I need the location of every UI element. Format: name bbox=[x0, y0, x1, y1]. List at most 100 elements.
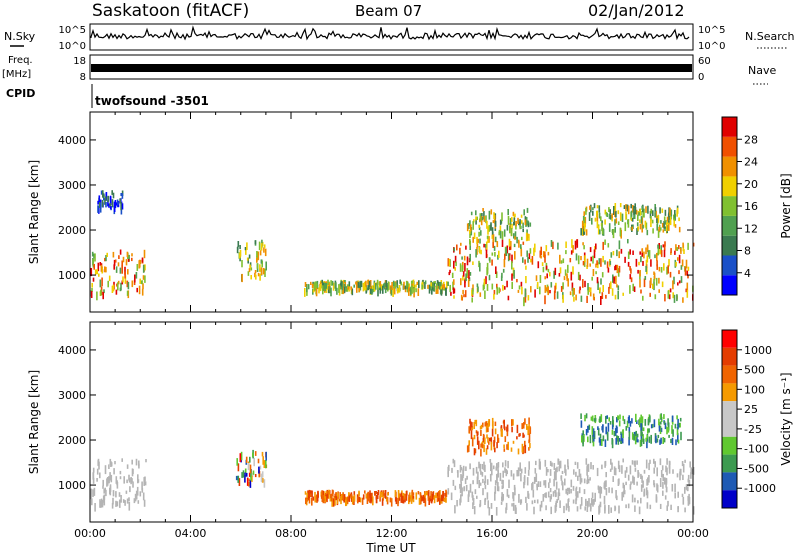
data-cell bbox=[620, 248, 623, 254]
data-cell bbox=[443, 284, 446, 289]
data-cell bbox=[508, 479, 510, 489]
data-cell bbox=[461, 265, 464, 272]
data-cell bbox=[126, 251, 129, 258]
data-cell bbox=[643, 278, 646, 288]
data-cell bbox=[435, 285, 438, 294]
data-cell bbox=[628, 415, 630, 423]
data-cell bbox=[590, 497, 593, 506]
data-cell bbox=[569, 291, 572, 296]
data-cell bbox=[415, 284, 417, 288]
data-cell bbox=[582, 279, 584, 288]
data-cell bbox=[323, 496, 326, 502]
data-cell bbox=[551, 462, 553, 467]
data-cell bbox=[392, 280, 395, 287]
data-cell bbox=[482, 433, 485, 438]
data-cell bbox=[430, 491, 432, 499]
data-cell bbox=[499, 230, 502, 239]
data-cell bbox=[630, 203, 632, 209]
data-cell bbox=[550, 240, 553, 247]
data-cell bbox=[491, 252, 494, 256]
data-cell bbox=[469, 253, 471, 262]
data-cell bbox=[554, 267, 557, 276]
data-cell bbox=[625, 504, 627, 509]
data-cell bbox=[618, 420, 621, 427]
data-cell bbox=[643, 469, 646, 474]
data-cell bbox=[313, 282, 316, 291]
data-cell bbox=[103, 499, 106, 506]
data-cell bbox=[650, 208, 652, 214]
data-cell bbox=[254, 240, 257, 245]
data-cell bbox=[655, 277, 658, 286]
data-cell bbox=[663, 263, 665, 271]
data-cell bbox=[114, 259, 117, 263]
data-cell bbox=[659, 207, 661, 214]
data-cell bbox=[465, 484, 468, 492]
data-cell bbox=[599, 492, 602, 499]
data-cell bbox=[304, 288, 306, 297]
data-cell bbox=[137, 474, 139, 484]
data-cell bbox=[648, 428, 650, 433]
data-cell bbox=[577, 475, 579, 481]
data-cell bbox=[636, 460, 638, 465]
data-cell bbox=[485, 425, 488, 433]
data-cell bbox=[431, 493, 433, 502]
data-cell bbox=[672, 280, 674, 290]
data-cell bbox=[557, 242, 559, 250]
data-cell bbox=[139, 278, 141, 284]
data-cell bbox=[505, 507, 507, 514]
data-cell bbox=[637, 226, 639, 231]
data-cell bbox=[110, 461, 112, 467]
data-cell bbox=[650, 434, 652, 444]
data-cell bbox=[524, 444, 527, 454]
data-cell bbox=[490, 437, 493, 445]
data-cell bbox=[547, 491, 550, 498]
data-cell bbox=[240, 451, 243, 461]
data-cell bbox=[674, 483, 676, 493]
data-cell bbox=[611, 429, 614, 435]
data-cell bbox=[688, 498, 690, 505]
data-cell bbox=[658, 243, 660, 249]
data-cell bbox=[359, 282, 361, 289]
data-cell bbox=[627, 251, 630, 259]
data-cell bbox=[343, 494, 346, 500]
data-cell bbox=[321, 490, 323, 499]
data-cell bbox=[659, 458, 662, 466]
data-cell bbox=[450, 291, 452, 296]
noise-rtick-bottom: 10^0 bbox=[698, 41, 725, 52]
data-cell bbox=[244, 468, 247, 474]
data-cell bbox=[642, 427, 645, 432]
data-cell bbox=[120, 495, 122, 503]
data-cell bbox=[561, 480, 563, 486]
data-cell bbox=[667, 290, 670, 299]
data-cell bbox=[600, 414, 603, 422]
data-cell bbox=[658, 289, 660, 293]
data-cell bbox=[614, 226, 616, 233]
data-cell bbox=[619, 212, 622, 221]
data-cell bbox=[109, 195, 112, 205]
data-cell bbox=[480, 230, 482, 236]
data-cell bbox=[501, 492, 503, 497]
data-cell bbox=[318, 287, 320, 294]
data-cell bbox=[589, 477, 591, 481]
data-cell bbox=[470, 211, 473, 216]
data-cell bbox=[117, 201, 119, 205]
data-cell bbox=[236, 458, 238, 466]
data-cell bbox=[319, 284, 322, 292]
data-cell bbox=[617, 221, 620, 225]
data-cell bbox=[405, 494, 408, 501]
data-cell bbox=[516, 279, 518, 283]
data-cell bbox=[567, 499, 569, 508]
data-cell bbox=[460, 481, 462, 490]
data-cell bbox=[482, 284, 485, 291]
data-cell bbox=[346, 287, 349, 292]
data-cell bbox=[384, 490, 387, 499]
data-cell bbox=[398, 285, 401, 293]
data-cell bbox=[587, 289, 589, 295]
data-cell bbox=[399, 493, 402, 497]
data-cell bbox=[107, 280, 109, 288]
data-cell bbox=[476, 431, 479, 437]
data-cell bbox=[248, 254, 251, 259]
data-cell bbox=[452, 458, 455, 464]
data-cell bbox=[592, 210, 594, 216]
